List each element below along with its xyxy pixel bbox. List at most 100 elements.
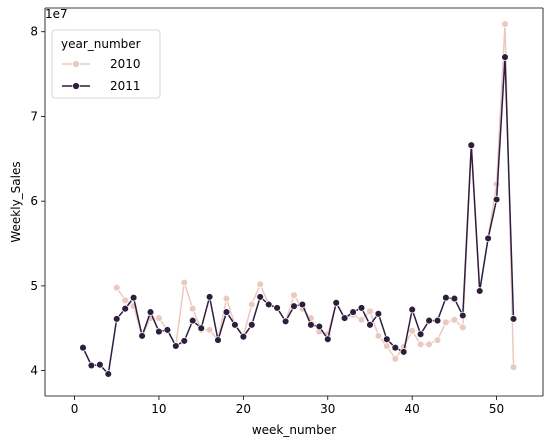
data-point-2011 <box>332 299 340 307</box>
data-point-2011 <box>104 370 113 378</box>
data-point-2011 <box>492 195 501 204</box>
series-line-2011 <box>82 56 515 375</box>
data-point-2011 <box>399 348 408 356</box>
x-axis-label: week_number <box>252 423 336 437</box>
data-point-2011 <box>324 335 332 343</box>
y-axis-label: Weekly_Sales <box>9 161 23 242</box>
data-point-2011 <box>459 311 467 320</box>
data-point-2010 <box>383 342 391 350</box>
x-axis-ticks: 0 10 20 30 40 50 <box>71 396 504 416</box>
data-point-2010 <box>256 280 264 288</box>
data-point-2011 <box>163 326 172 334</box>
x-tick-label: 50 <box>489 402 504 416</box>
data-point-2010 <box>501 20 509 28</box>
data-point-2010 <box>425 340 433 349</box>
data-point-2011 <box>366 321 374 329</box>
data-point-2011 <box>188 316 197 325</box>
data-point-2011 <box>509 315 518 323</box>
data-point-2011 <box>146 308 155 316</box>
data-point-2010 <box>509 363 518 371</box>
axes-frame <box>44 7 544 397</box>
x-tick-label: 0 <box>71 402 79 416</box>
data-point-2011 <box>357 304 366 312</box>
data-point-2011 <box>281 317 290 326</box>
data-point-2011 <box>383 335 391 343</box>
data-point-2011 <box>442 293 450 302</box>
x-tick-label: 10 <box>151 402 166 416</box>
data-point-2010 <box>408 327 416 335</box>
data-point-2011 <box>197 324 205 332</box>
x-tick-label: 20 <box>236 402 251 416</box>
legend: year_number 2010 2011 <box>51 29 161 99</box>
data-point-2010 <box>155 314 163 322</box>
data-point-2011 <box>87 361 96 370</box>
data-point-2011 <box>155 327 163 336</box>
data-point-2011 <box>501 53 509 61</box>
data-point-2011 <box>172 342 180 350</box>
data-point-2011 <box>290 302 298 310</box>
data-point-2011 <box>121 304 129 313</box>
data-point-2011 <box>248 321 256 329</box>
data-point-2011 <box>391 343 400 352</box>
data-point-2011 <box>315 322 324 331</box>
data-point-2011 <box>450 294 459 303</box>
legend-marker-2011 <box>72 82 80 90</box>
data-point-2011 <box>112 315 121 323</box>
data-point-2010 <box>180 278 189 287</box>
series-layer <box>79 20 518 378</box>
data-point-2011 <box>222 308 231 316</box>
data-point-2011 <box>475 287 484 295</box>
data-point-2011 <box>273 304 281 312</box>
data-point-2010 <box>459 323 467 332</box>
legend-label-2011: 2011 <box>110 79 141 93</box>
data-point-2011 <box>298 300 307 309</box>
y-tick-label: 4 <box>30 364 38 378</box>
data-point-2011 <box>79 343 87 352</box>
data-point-2011 <box>264 300 273 309</box>
data-point-2011 <box>425 316 433 325</box>
data-point-2011 <box>129 293 138 302</box>
data-point-2011 <box>138 332 146 340</box>
legend-marker-2010 <box>72 60 80 68</box>
data-point-2011 <box>307 321 315 329</box>
y-offset-text: 1e7 <box>45 7 68 21</box>
data-point-2010 <box>433 336 442 344</box>
data-point-2010 <box>416 340 425 349</box>
x-tick-label: 40 <box>405 402 420 416</box>
data-point-2011 <box>180 337 189 345</box>
data-point-2010 <box>357 316 366 324</box>
data-point-2011 <box>214 336 222 344</box>
y-tick-label: 8 <box>30 25 38 39</box>
data-point-2011 <box>374 310 383 318</box>
data-point-2011 <box>408 305 416 314</box>
y-tick-label: 5 <box>30 279 38 293</box>
legend-title: year_number <box>61 37 141 51</box>
data-point-2010 <box>391 354 400 363</box>
data-point-2011 <box>205 293 214 301</box>
data-point-2010 <box>121 296 129 305</box>
legend-label-2010: 2010 <box>110 57 141 71</box>
y-tick-label: 7 <box>30 109 38 123</box>
data-point-2011 <box>484 234 492 243</box>
data-point-2011 <box>239 332 248 341</box>
y-tick-label: 6 <box>30 194 38 208</box>
data-point-2011 <box>256 293 264 301</box>
data-point-2010 <box>248 300 256 309</box>
data-point-2011 <box>433 316 442 325</box>
data-point-2010 <box>366 307 374 316</box>
data-point-2010 <box>442 318 450 327</box>
data-point-2010 <box>492 180 501 188</box>
y-axis-ticks: 4 5 6 7 8 <box>30 25 45 378</box>
legend-frame <box>51 29 161 99</box>
x-tick-label: 30 <box>320 402 335 416</box>
data-point-2010 <box>222 294 231 303</box>
data-point-2010 <box>205 326 214 334</box>
data-point-2010 <box>112 283 121 292</box>
data-point-2010 <box>188 304 197 313</box>
data-point-2011 <box>349 308 357 316</box>
data-point-2011 <box>340 314 349 322</box>
data-point-2010 <box>450 316 459 324</box>
data-point-2011 <box>416 330 425 338</box>
data-point-2011 <box>231 321 239 329</box>
